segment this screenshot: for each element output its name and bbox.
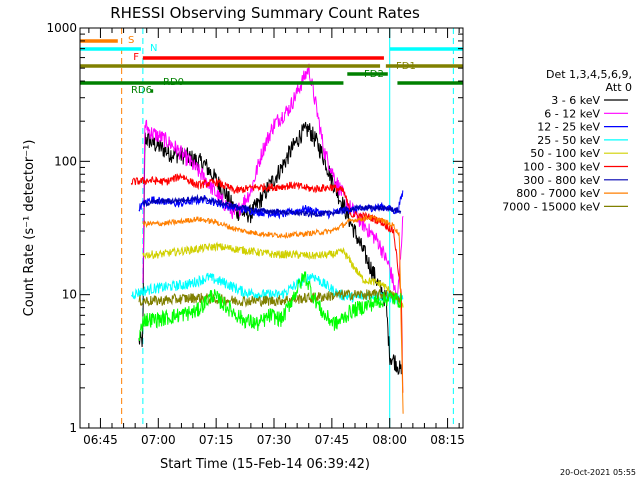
- flag-label-fd1: FD1: [396, 61, 416, 72]
- y-tick-label: 1000: [46, 21, 77, 35]
- y-tick-label: 1: [69, 421, 77, 435]
- series-line-9: [138, 271, 402, 341]
- flag-label-n: N: [150, 43, 157, 54]
- flag-label-f: F: [133, 52, 139, 63]
- legend-label: 3 - 6 keV: [551, 94, 600, 107]
- series-line-5: [130, 172, 404, 393]
- x-tick-label: 07:00: [141, 433, 176, 447]
- legend-label: 12 - 25 keV: [537, 121, 600, 134]
- x-axis: 06:45 07:00 07:15 07:30 07:45 08:00 08:15: [83, 28, 465, 447]
- y-tick-label: 100: [54, 154, 77, 168]
- legend-label: 300 - 800 keV: [523, 174, 600, 187]
- legend-label: 6 - 12 keV: [544, 107, 600, 120]
- x-tick-label: 07:15: [199, 433, 234, 447]
- x-tick-label: 08:00: [372, 433, 407, 447]
- series-line-6: [142, 193, 402, 219]
- x-axis-label: Start Time (15-Feb-14 06:39:42): [160, 457, 370, 472]
- y-axis: 1 10 100 1000: [46, 21, 463, 435]
- plot-area: S NF FD1 FD2 RD0 RD6: [80, 28, 463, 428]
- plot-frame: [79, 27, 464, 429]
- series-line-4: [142, 241, 404, 310]
- x-tick-label: 08:15: [430, 433, 465, 447]
- flag-label-s: S: [128, 35, 134, 46]
- flag-label-rd6: RD6: [131, 85, 152, 96]
- legend-label: 800 - 7000 keV: [516, 187, 600, 200]
- series-line-8: [138, 289, 402, 308]
- series-line-7: [142, 214, 404, 414]
- legend-label: 100 - 300 keV: [523, 161, 600, 174]
- y-axis-label: Count Rate (s⁻¹ detector⁻¹): [22, 140, 37, 317]
- timestamp: 20-Oct-2021 05:55: [560, 468, 636, 477]
- x-tick-label: 07:30: [257, 433, 292, 447]
- x-tick-label: 07:45: [315, 433, 350, 447]
- legend-label: 7000 - 15000 keV: [502, 200, 600, 213]
- legend-label: 25 - 50 keV: [537, 134, 600, 147]
- flag-label-rd0: RD0: [163, 77, 184, 88]
- series-line-3: [130, 272, 404, 305]
- x-tick-label: 06:45: [83, 433, 118, 447]
- legend-label: 50 - 100 keV: [530, 147, 600, 160]
- y-tick-label: 10: [62, 288, 77, 302]
- chart-title: RHESSI Observing Summary Count Rates: [110, 4, 420, 22]
- flag-label-fd2: FD2: [364, 69, 384, 80]
- legend-header-line-2: Att 0: [606, 81, 632, 94]
- legend-header-line-1: Det 1,3,4,5,6,9,: [546, 68, 632, 81]
